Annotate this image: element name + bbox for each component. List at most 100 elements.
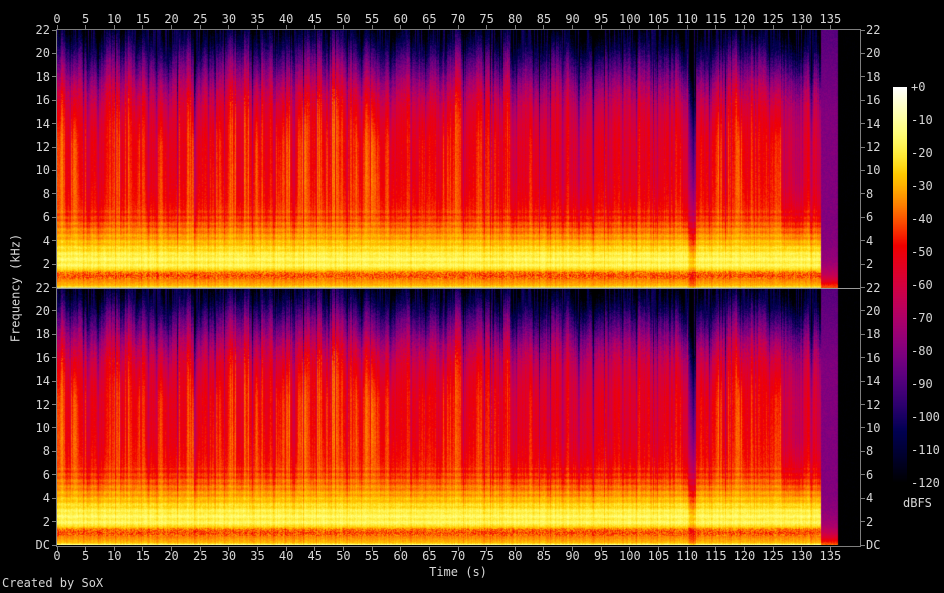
time-tick — [801, 25, 803, 30]
time-tick — [743, 25, 745, 30]
freq-tick-label: 22 — [35, 23, 50, 37]
freq-tick-label: 8 — [42, 186, 50, 201]
time-tick-label: 95 — [593, 12, 609, 26]
freq-tick — [860, 497, 865, 499]
freq-tick-label: 18 — [35, 69, 50, 84]
freq-tick-label: 22 — [35, 280, 50, 295]
freq-tick — [52, 521, 57, 523]
time-tick — [600, 25, 602, 30]
time-tick-label: 65 — [422, 549, 437, 563]
time-tick-label: 80 — [508, 12, 523, 26]
time-tick — [228, 25, 230, 30]
time-tick-label: 135 — [819, 12, 842, 26]
time-tick — [658, 25, 659, 30]
time-tick — [56, 546, 58, 551]
freq-tick — [52, 474, 57, 476]
freq-tick-label: 20 — [866, 303, 881, 318]
time-tick-label: 50 — [336, 12, 351, 26]
colorbar-tick-label: -10 — [911, 113, 933, 127]
time-tick-label: 105 — [647, 12, 670, 26]
time-tick — [457, 25, 459, 30]
freq-tick — [860, 29, 865, 31]
time-tick-label: 5 — [82, 549, 90, 563]
freq-tick — [52, 169, 57, 171]
time-tick — [600, 546, 602, 551]
freq-tick-label: 18 — [866, 327, 881, 342]
colorbar-tick-label: -80 — [911, 344, 933, 358]
time-tick — [199, 25, 201, 30]
time-tick-label: 45 — [307, 12, 323, 26]
freq-tick-label: 20 — [866, 46, 881, 61]
time-tick — [171, 25, 173, 30]
freq-tick — [860, 216, 865, 218]
freq-tick-label: 6 — [866, 467, 874, 482]
freq-tick — [860, 146, 865, 148]
time-tick-label: 30 — [221, 549, 237, 563]
time-tick-label: 55 — [364, 12, 380, 26]
freq-tick-label: 10 — [35, 420, 50, 435]
colorbar-tick-label: -100 — [911, 410, 940, 424]
time-tick-label: 60 — [393, 549, 408, 563]
time-tick — [371, 25, 373, 30]
freq-tick-label: 22 — [866, 280, 881, 295]
time-tick-label: 0 — [53, 549, 61, 563]
freq-tick — [52, 544, 57, 546]
time-tick-label: 130 — [790, 549, 813, 563]
time-tick-label: 125 — [762, 12, 784, 26]
freq-tick — [860, 52, 865, 54]
time-tick-label: 35 — [250, 12, 265, 26]
time-tick-label: 135 — [819, 549, 842, 563]
time-tick — [514, 546, 516, 551]
time-tick — [171, 546, 173, 551]
freq-tick — [52, 427, 57, 429]
freq-tick — [860, 169, 865, 171]
time-tick — [428, 25, 430, 30]
time-tick — [142, 546, 144, 551]
time-tick — [772, 546, 774, 551]
time-tick-label: 85 — [536, 12, 552, 26]
freq-tick — [52, 404, 57, 406]
freq-tick-label: 14 — [35, 116, 50, 131]
freq-tick-label: 4 — [866, 491, 874, 506]
freq-tick — [860, 193, 865, 195]
freq-tick — [860, 450, 865, 452]
spectrogram-heatmap — [57, 30, 859, 545]
spectrogram-plot-frame — [56, 29, 861, 547]
time-tick — [285, 546, 287, 551]
colorbar-title: dBFS — [903, 496, 932, 510]
freq-tick-label: 18 — [35, 327, 50, 342]
time-tick — [572, 546, 574, 551]
freq-tick — [52, 287, 57, 288]
time-tick-label: 110 — [676, 12, 698, 26]
freq-tick-label: 12 — [866, 140, 881, 155]
freq-tick-label: 16 — [866, 93, 881, 108]
freq-tick-label: 12 — [866, 397, 881, 412]
time-tick — [543, 25, 545, 30]
time-tick — [371, 546, 373, 551]
time-tick — [85, 546, 87, 551]
time-tick-label: 15 — [135, 549, 151, 563]
time-tick — [257, 25, 258, 30]
freq-tick — [860, 287, 865, 288]
freq-tick — [52, 497, 57, 499]
time-tick — [400, 25, 402, 30]
freq-tick — [52, 333, 57, 335]
freq-tick-label: 8 — [866, 186, 874, 201]
colorbar-tick-label: -20 — [911, 146, 933, 160]
freq-tick-label: 2 — [866, 257, 874, 272]
time-tick-label: 100 — [619, 12, 641, 26]
freq-tick-label: 22 — [866, 23, 881, 37]
freq-tick — [52, 380, 57, 382]
time-tick-label: 90 — [565, 12, 580, 26]
time-tick-label: 35 — [250, 549, 265, 563]
time-tick-label: 10 — [107, 12, 122, 26]
time-tick-label: 70 — [450, 549, 466, 563]
time-tick-label: 115 — [704, 12, 727, 26]
colorbar-tick-label: -110 — [911, 443, 940, 457]
time-tick-label: 50 — [336, 549, 351, 563]
time-tick — [113, 546, 115, 551]
time-tick — [314, 25, 316, 30]
time-tick-label: 5 — [82, 12, 90, 26]
freq-tick — [52, 193, 57, 195]
